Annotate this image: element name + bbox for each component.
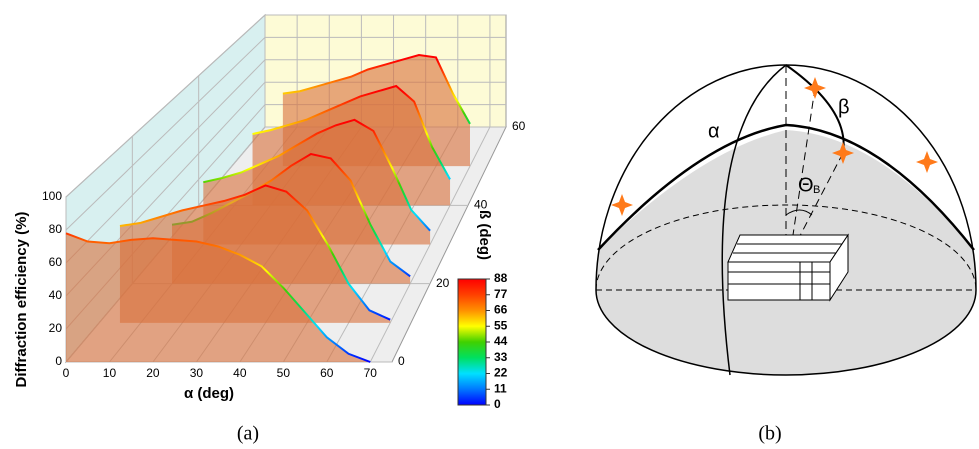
colorbar-label: 88 — [494, 271, 508, 285]
x-tick-label: 30 — [190, 366, 204, 380]
colorbar-label: 55 — [494, 318, 508, 332]
x-tick-label: 70 — [364, 366, 378, 380]
y-tick-label: 20 — [49, 321, 63, 335]
page: α β Θ B (a) (b) 0 20 40 60 80 100 0 10 20 30 40 50 6… — [0, 0, 979, 449]
colorbar — [458, 279, 486, 405]
colorbar-label: 11 — [494, 381, 507, 395]
colorbar-label: 33 — [494, 350, 508, 364]
grating-top — [728, 235, 848, 262]
z-axis-title: ß (deg) — [476, 210, 493, 260]
x-tick-label: 40 — [233, 366, 247, 380]
x-tick-label: 10 — [103, 366, 117, 380]
y-tick-label: 100 — [42, 189, 62, 203]
grating-front — [728, 262, 830, 300]
grating — [728, 235, 848, 300]
z-tick-label: 0 — [398, 354, 405, 368]
x-axis-title: α (deg) — [184, 385, 234, 402]
alpha-label: α — [708, 120, 720, 142]
figure: α β Θ B (a) (b) 0 20 40 60 80 100 0 10 20 30 40 50 6… — [0, 0, 979, 449]
x-tick-label: 50 — [277, 366, 291, 380]
colorbar-label: 0 — [494, 397, 501, 411]
x-tick-label: 0 — [63, 366, 70, 380]
y-tick-label: 60 — [49, 255, 63, 269]
z-tick-label: 20 — [436, 276, 450, 290]
colorbar-label: 66 — [494, 303, 508, 317]
theta-subscript: B — [813, 184, 820, 196]
caption: (b) — [758, 423, 781, 445]
y-tick-label: 0 — [55, 354, 62, 368]
colorbar-label: 44 — [494, 334, 508, 348]
colorbar-label: 22 — [494, 366, 508, 380]
beta-label: β — [838, 96, 850, 118]
x-tick-label: 20 — [146, 366, 160, 380]
theta-label: Θ — [798, 174, 814, 196]
z-tick-label: 60 — [512, 119, 526, 133]
y-tick-label: 40 — [49, 288, 63, 302]
y-tick-label: 80 — [49, 222, 63, 236]
y-axis-title: Diffraction efficiency (%) — [13, 212, 30, 388]
colorbar-label: 77 — [494, 287, 508, 301]
hemisphere-diagram: α β Θ B — [596, 65, 976, 375]
caption: (a) — [237, 423, 259, 445]
x-tick-label: 60 — [320, 366, 334, 380]
